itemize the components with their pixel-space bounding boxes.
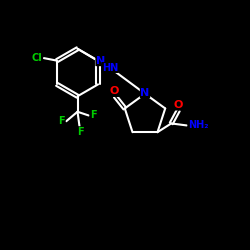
Text: F: F (77, 127, 83, 137)
Text: O: O (109, 86, 119, 97)
Text: O: O (174, 100, 183, 110)
Text: F: F (90, 110, 96, 120)
Text: NH₂: NH₂ (188, 120, 208, 130)
Text: Cl: Cl (32, 53, 42, 63)
Text: N: N (96, 56, 105, 66)
Text: N: N (140, 88, 149, 98)
Text: F: F (58, 116, 65, 126)
Text: HN: HN (102, 62, 118, 72)
